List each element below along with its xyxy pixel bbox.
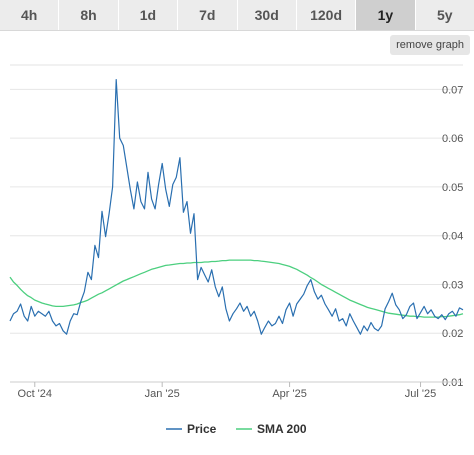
tab-5y[interactable]: 5y [415,0,474,30]
price-series-line [9,78,464,335]
y-tick-label: 0.05 [442,182,463,194]
y-tick-label: 0.04 [442,231,463,243]
y-tick-label: 0.07 [442,84,463,96]
legend-sma-200-label: SMA 200 [257,422,307,436]
tab-1d[interactable]: 1d [118,0,179,30]
x-tick-label: Jan '25 [145,388,180,400]
legend-price-label: Price [187,422,217,436]
tab-7d[interactable]: 7d [178,0,238,30]
tab-8h[interactable]: 8h [59,0,119,30]
x-tick-label: Jul '25 [405,388,436,400]
x-tick-label: Oct '24 [18,388,53,400]
legend-sma-200[interactable]: SMA 200 [236,422,307,436]
remove-graph-button[interactable]: remove graph [390,35,470,55]
chart-legend: Price SMA 200 [166,422,307,436]
y-tick-label: 0.06 [442,133,463,145]
chart-series [9,78,464,335]
tab-1y[interactable]: 1y [356,0,416,30]
tab-30d[interactable]: 30d [237,0,297,30]
sma-200-series-line [9,259,464,318]
y-tick-label: 0.02 [442,328,463,340]
y-axis: 0.01 0.02 0.03 0.04 0.05 0.06 0.07 [442,84,463,389]
x-axis: Oct '24 Jan '25 Apr '25 Jul '25 [10,381,463,400]
legend-price[interactable]: Price [166,422,217,436]
tab-4h[interactable]: 4h [0,0,60,30]
x-tick-label: Apr '25 [272,388,307,400]
y-tick-label: 0.03 [442,279,463,291]
timeframe-tabs: 4h 8h 1d 7d 30d 120d 1y 5y [0,0,474,31]
chart-grid [10,64,463,383]
tab-120d[interactable]: 120d [296,0,357,30]
y-tick-label: 0.01 [442,377,463,389]
